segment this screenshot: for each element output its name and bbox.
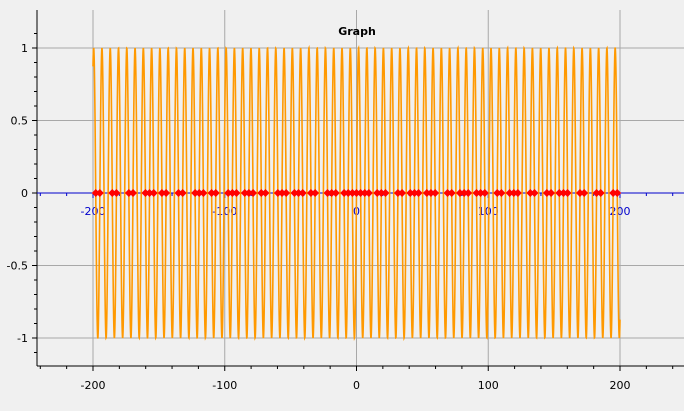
diamond-marker	[542, 189, 551, 197]
diamond-marker	[249, 189, 258, 197]
diamond-marker	[493, 189, 502, 197]
diamond-marker	[410, 189, 419, 197]
diamond-marker	[340, 189, 349, 197]
diamond-marker	[596, 189, 605, 197]
diamond-marker	[191, 189, 200, 197]
diamond-marker	[592, 189, 601, 197]
diamond-marker	[575, 189, 584, 197]
x-tick-label: 100	[478, 379, 499, 392]
diamond-marker	[311, 189, 320, 197]
diamond-marker	[406, 189, 415, 197]
diamond-marker	[323, 189, 332, 197]
diamond-marker	[509, 189, 518, 197]
x-tick-label: 200	[610, 379, 631, 392]
diamond-marker	[95, 189, 104, 197]
diamond-marker	[298, 189, 307, 197]
diamond-marker	[497, 189, 506, 197]
diamond-marker	[178, 189, 187, 197]
x-tick-label: -100	[212, 379, 237, 392]
diamond-marker	[149, 189, 158, 197]
diamond-marker	[513, 189, 522, 197]
diamond-marker	[91, 189, 100, 197]
diamond-marker	[373, 189, 382, 197]
diamond-marker	[124, 189, 133, 197]
diamond-marker	[555, 189, 564, 197]
diamond-marker	[145, 189, 154, 197]
tick-labels: -200 -100 0 100 200 -1 -0.5 0 0.5 1	[7, 42, 631, 392]
diamond-marker	[157, 189, 166, 197]
diamond-marker	[460, 189, 469, 197]
diamond-marker	[613, 189, 622, 197]
diamond-marker	[290, 189, 299, 197]
diamond-marker	[426, 189, 435, 197]
diamond-marker	[547, 189, 556, 197]
diamond-marker	[327, 189, 336, 197]
diamond-marker	[174, 189, 183, 197]
diamond-marker	[294, 189, 303, 197]
diamond-marker	[282, 189, 291, 197]
diamond-marker	[244, 189, 253, 197]
diamond-marker	[344, 189, 353, 197]
diamond-marker	[112, 189, 121, 197]
y-tick-label: 0.5	[11, 115, 29, 128]
diamond-marker	[232, 189, 241, 197]
diamond-marker	[199, 189, 208, 197]
diamond-marker	[278, 189, 287, 197]
diamond-marker	[476, 189, 485, 197]
diamond-marker	[455, 189, 464, 197]
diamond-marker	[141, 189, 150, 197]
diamond-marker	[505, 189, 514, 197]
diamond-marker	[393, 189, 402, 197]
diamond-marker	[526, 189, 535, 197]
diamond-marker	[443, 189, 452, 197]
diamond-marker	[559, 189, 568, 197]
inner-axis-tick-label: -100	[212, 205, 237, 218]
diamond-marker	[306, 189, 315, 197]
y-tick-label: -1	[17, 332, 28, 345]
diamond-marker	[431, 189, 440, 197]
diamond-marker	[422, 189, 431, 197]
diamond-marker	[464, 189, 473, 197]
diamond-marker	[398, 189, 407, 197]
x-tick-label: 0	[353, 379, 360, 392]
diamond-marker	[377, 189, 386, 197]
diamond-marker	[273, 189, 282, 197]
x-tick-label: -200	[81, 379, 106, 392]
diamond-marker	[257, 189, 266, 197]
diamond-marker	[348, 189, 357, 197]
diamond-marker	[530, 189, 539, 197]
diamond-marker	[360, 189, 369, 197]
inner-axis-tick-label: 200	[610, 205, 631, 218]
diamond-marker	[224, 189, 233, 197]
y-tick-label: -0.5	[7, 260, 28, 273]
diamond-marker	[261, 189, 270, 197]
diamond-marker	[480, 189, 489, 197]
diamond-marker	[472, 189, 481, 197]
diamond-marker	[352, 189, 361, 197]
diamond-marker	[563, 189, 572, 197]
diamond-marker	[356, 189, 365, 197]
axes	[32, 10, 684, 371]
diamond-marker	[381, 189, 390, 197]
diamond-marker	[162, 189, 171, 197]
diamond-marker	[211, 189, 220, 197]
y-tick-label: 0	[21, 187, 28, 200]
diamond-marker	[609, 189, 618, 197]
diamond-marker	[414, 189, 423, 197]
diamond-marker	[447, 189, 456, 197]
diamond-marker	[364, 189, 373, 197]
diamond-marker	[228, 189, 237, 197]
series-layer	[91, 44, 622, 342]
diamond-marker	[207, 189, 216, 197]
inner-axis-tick-label: -200	[81, 205, 106, 218]
diamond-marker	[195, 189, 204, 197]
diamond-marker	[129, 189, 138, 197]
diamond-marker	[331, 189, 340, 197]
y-tick-label: 1	[21, 42, 28, 55]
diamond-marker	[240, 189, 249, 197]
diamond-marker	[580, 189, 589, 197]
chart-title: Graph	[338, 25, 376, 38]
diamond-marker	[108, 189, 117, 197]
